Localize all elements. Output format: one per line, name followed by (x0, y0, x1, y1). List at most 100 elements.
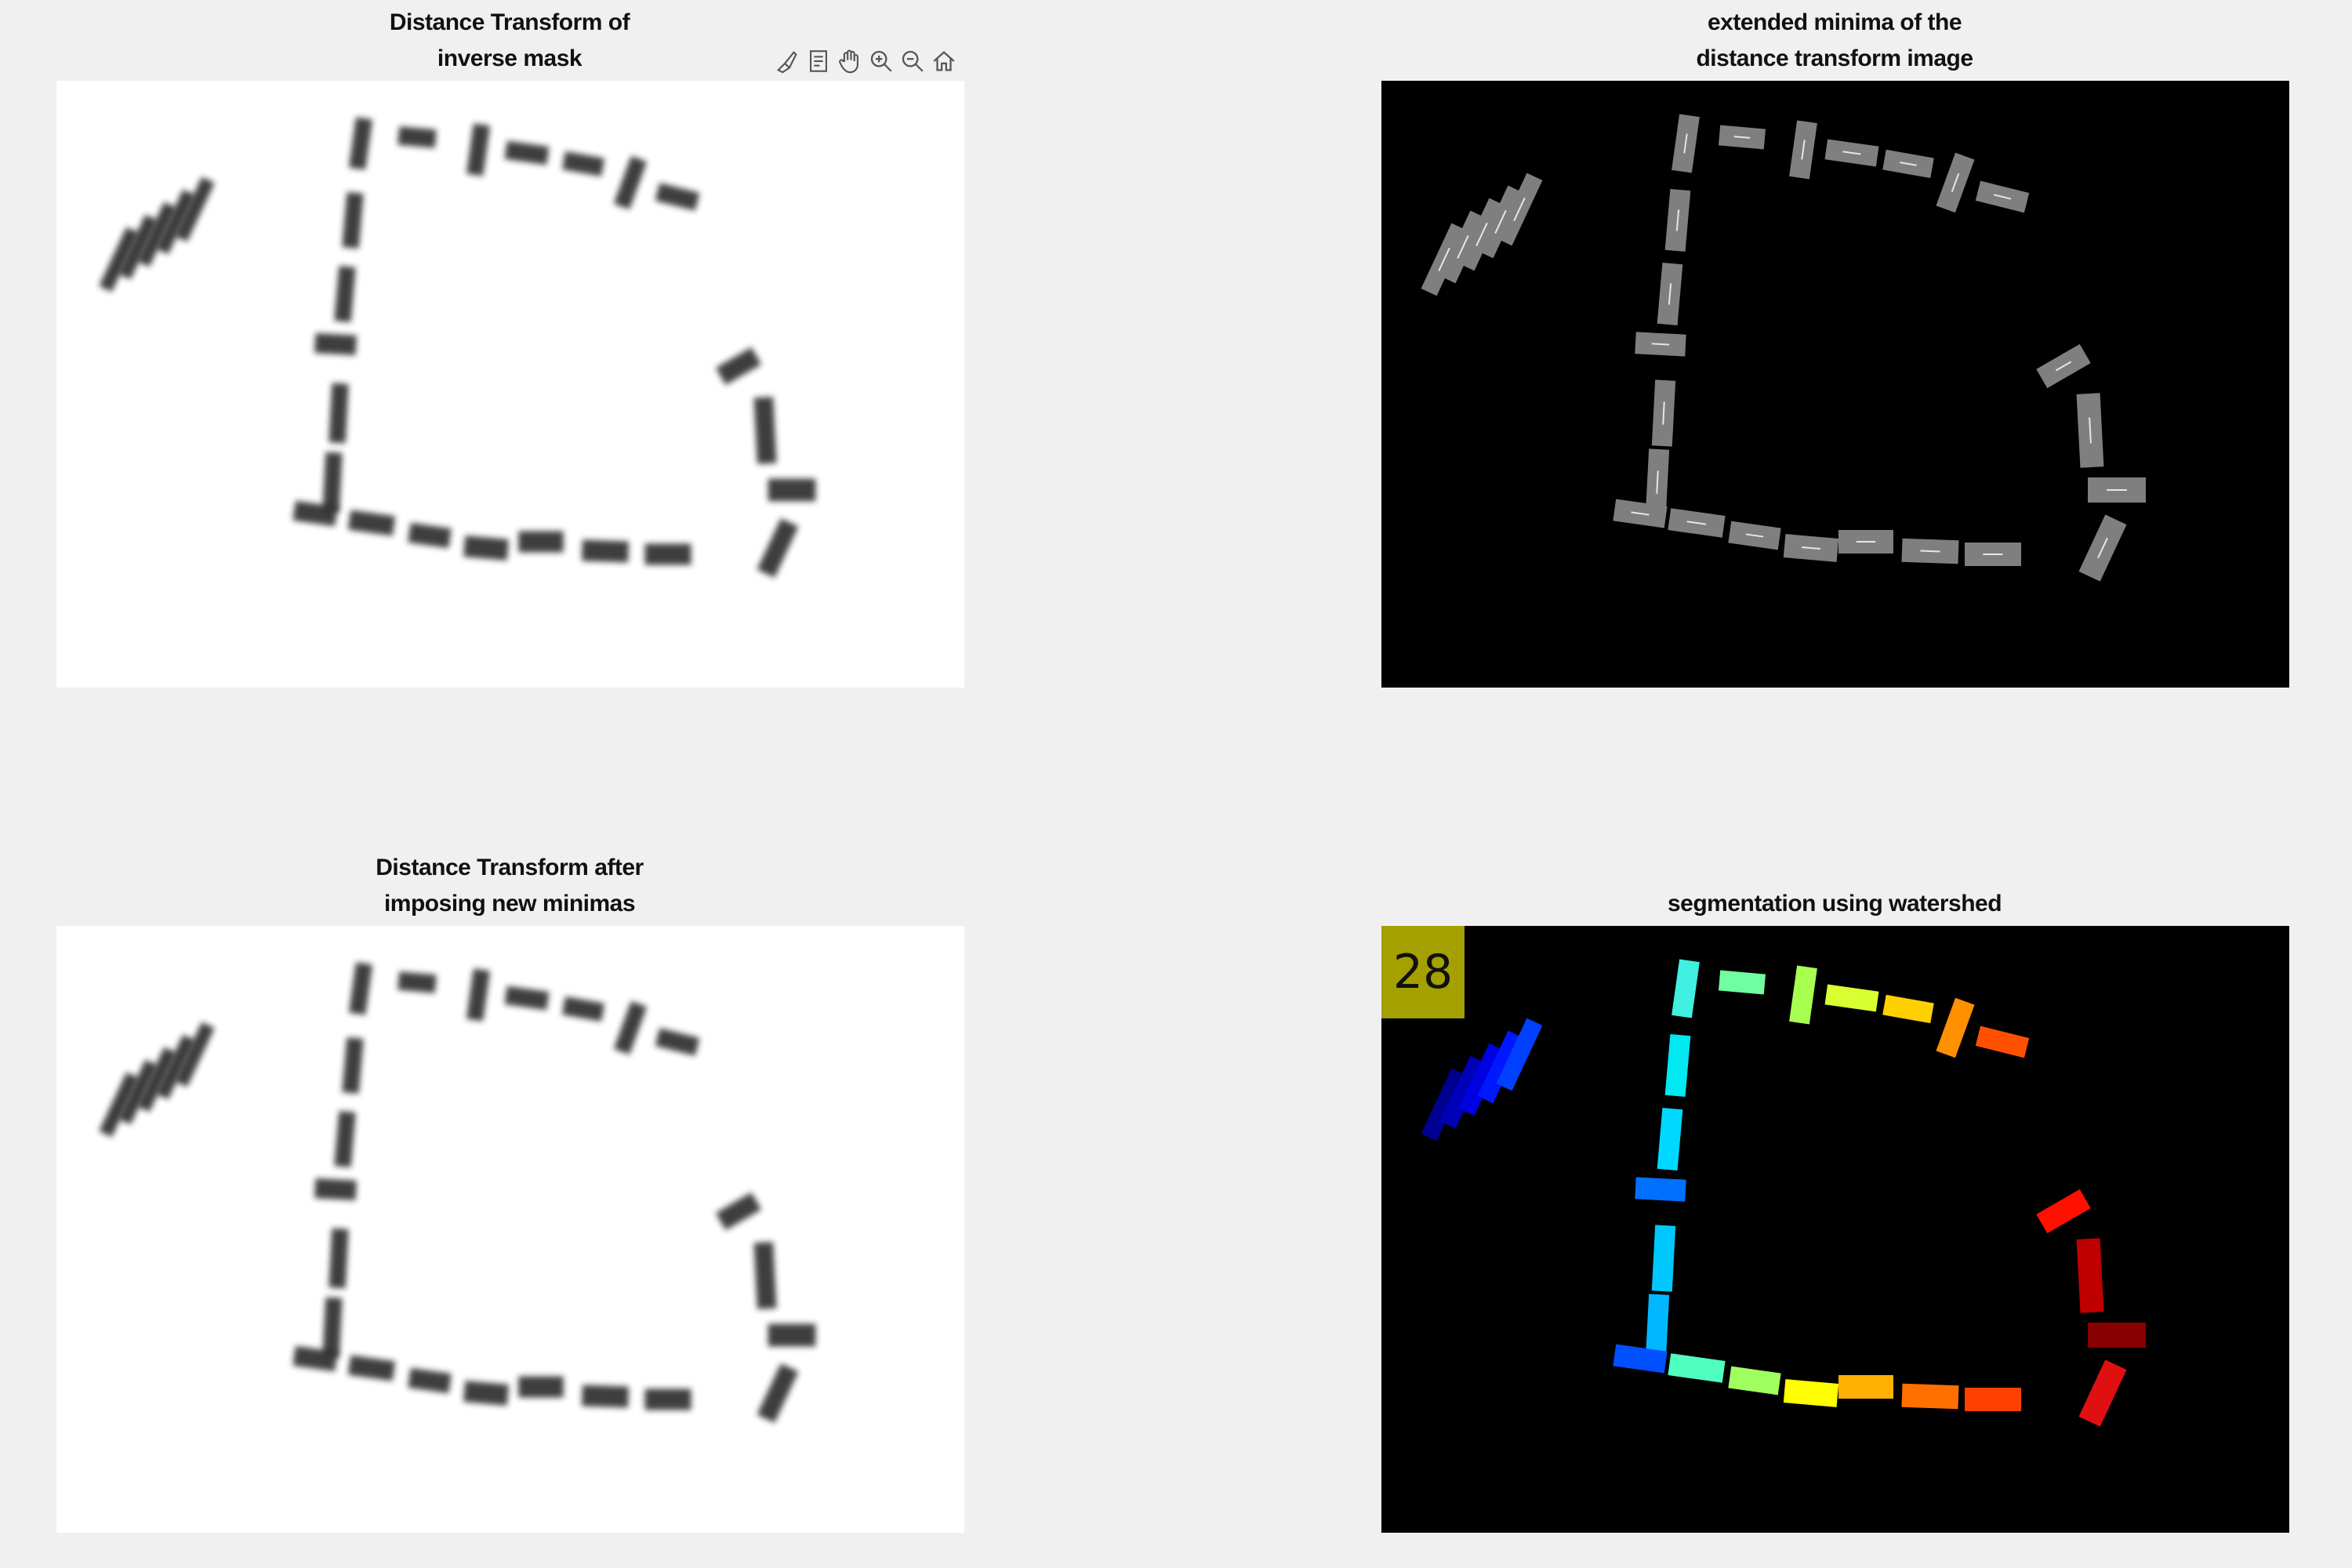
dt-tile-20 (753, 397, 777, 464)
zoom-out-icon[interactable] (898, 45, 927, 78)
minima-core-line-9 (1651, 343, 1670, 346)
dt-tile-24 (118, 214, 158, 280)
dt-tile-14 (408, 1367, 452, 1394)
dt-tile-17 (582, 539, 629, 563)
watershed-label-image (1421, 959, 2146, 1427)
title-line-2: imposing new minimas (383, 891, 636, 916)
minima-core-line-24 (1457, 234, 1469, 260)
axes-watershed[interactable]: 28 (1381, 926, 2289, 1533)
axes-dt-imposed[interactable] (56, 926, 964, 1533)
dt-tile-25 (136, 1047, 177, 1112)
watershed-region-19 (2036, 1189, 2091, 1234)
dt-tile-15 (463, 1381, 509, 1406)
dt-tile-6 (655, 1028, 700, 1056)
extended-minima-image (1421, 114, 2146, 582)
minima-core-line-2 (1801, 140, 1806, 160)
dt-tile-8 (334, 266, 356, 322)
dt-tile-4 (561, 996, 605, 1022)
minima-core-line-3 (1842, 151, 1861, 155)
dt-tile-20 (753, 1242, 777, 1309)
dt-tile-1 (397, 126, 437, 148)
dt-tile-13 (347, 510, 396, 536)
watershed-region-5 (1936, 997, 1975, 1058)
axes-dt-inverse[interactable] (56, 81, 964, 688)
dt-tile-22 (757, 518, 799, 578)
minima-core-line-1 (1733, 136, 1751, 139)
watershed-region-15 (1783, 1379, 1839, 1407)
dt-tile-14 (408, 522, 452, 549)
minima-core-line-12 (1631, 511, 1650, 516)
minima-core-line-11 (1656, 470, 1659, 494)
watershed-region-7 (1664, 1034, 1691, 1097)
dt-tile-2 (466, 968, 491, 1022)
dt-tile-19 (715, 347, 762, 386)
dt-tile-18 (644, 1388, 691, 1410)
watershed-region-17 (1901, 1383, 1959, 1410)
dt-tile-23 (99, 227, 140, 292)
title-line-2: distance transform image (1696, 45, 1973, 71)
dt-tile-21 (768, 478, 816, 502)
dt-tile-10 (328, 1228, 349, 1289)
dt-tile-23 (99, 1072, 140, 1138)
dt-tile-27 (174, 1022, 215, 1087)
minima-core-line-10 (1662, 401, 1665, 425)
dt-tile-5 (613, 155, 648, 210)
dt-tile-13 (347, 1355, 396, 1381)
dt-tile-3 (504, 140, 550, 165)
minima-core-line-25 (1475, 222, 1488, 247)
dt-tile-5 (613, 1000, 648, 1055)
panel-title-dt-inverse: Distance Transform of inverse mask (274, 5, 745, 77)
minima-core-line-20 (2089, 417, 2092, 444)
title-line-1: Distance Transform after (376, 855, 644, 880)
minima-core-line-5 (1951, 172, 1960, 193)
title-line-1: Distance Transform of (389, 9, 630, 35)
dt-tile-26 (155, 1034, 196, 1100)
home-icon[interactable] (929, 45, 959, 78)
dt-tile-4 (561, 151, 605, 176)
dt-tile-7 (342, 192, 364, 249)
watershed-region-2 (1789, 965, 1817, 1025)
dt-tile-7 (342, 1037, 364, 1094)
dt-tile-8 (334, 1111, 356, 1167)
title-line-1: extended minima of the (1707, 9, 1962, 35)
dt-inverse-image (99, 117, 816, 578)
minima-core-line-6 (1993, 194, 2012, 200)
minima-core-line-17 (1920, 550, 1940, 553)
pan-hand-icon[interactable] (835, 45, 865, 78)
watershed-region-13 (1668, 1353, 1726, 1383)
minima-core-line-27 (1513, 197, 1526, 222)
watershed-region-20 (2076, 1238, 2104, 1313)
axes-extended-minima[interactable] (1381, 81, 2289, 688)
zoom-in-icon[interactable] (866, 45, 896, 78)
minima-core-line-22 (2097, 537, 2108, 559)
dt-tile-2 (466, 123, 491, 176)
watershed-region-11 (1645, 1294, 1670, 1361)
label-count-badge: 28 (1381, 926, 1465, 1018)
watershed-region-24 (1439, 1055, 1486, 1129)
dt-tile-17 (582, 1385, 629, 1408)
minima-core-line-15 (1802, 546, 1820, 550)
watershed-region-14 (1728, 1366, 1781, 1396)
watershed-region-6 (1975, 1025, 2030, 1058)
minima-core-line-4 (1900, 162, 1917, 166)
watershed-region-18 (1965, 1388, 2021, 1411)
dt-tile-11 (322, 1297, 343, 1358)
dt-tile-22 (757, 1363, 799, 1423)
minima-core-line-23 (1438, 247, 1450, 272)
watershed-region-21 (2088, 1323, 2146, 1348)
dt-tile-12 (292, 1345, 338, 1372)
dt-tile-25 (136, 201, 177, 267)
dt-tile-10 (328, 383, 349, 444)
title-line-2: inverse mask (437, 45, 583, 71)
dt-tile-3 (504, 985, 550, 1011)
minima-core-line-0 (1683, 133, 1688, 154)
data-tip-icon[interactable] (804, 45, 833, 78)
watershed-region-8 (1657, 1108, 1683, 1171)
watershed-region-4 (1882, 994, 1934, 1024)
minima-core-line-7 (1675, 209, 1680, 231)
dt-tile-9 (314, 1178, 357, 1200)
dt-tile-1 (397, 971, 437, 993)
dt-imposed-image (99, 962, 816, 1423)
dt-tile-0 (348, 962, 373, 1015)
brush-icon[interactable] (772, 45, 802, 78)
